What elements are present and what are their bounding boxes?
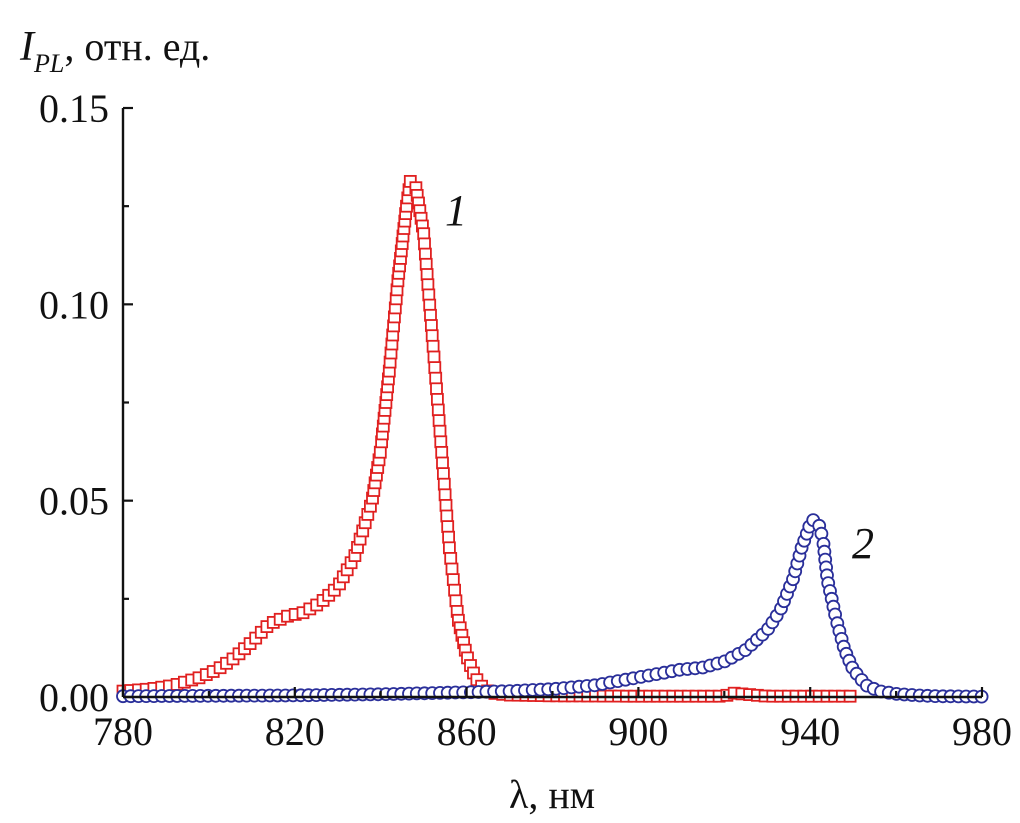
data-point [432,414,446,428]
series-1 [116,174,857,703]
data-point [426,339,440,353]
x-tick-label: 940 [780,709,840,754]
data-point [433,424,447,438]
x-tick-label: 900 [608,709,668,754]
data-point [430,392,444,406]
y-tick-label: 0.15 [39,86,109,131]
data-point [435,445,449,459]
x-tick-label: 780 [93,709,153,754]
data-point [428,361,442,375]
data-point [373,445,387,459]
data-point [434,435,448,449]
data-point [425,329,439,343]
data-point [441,520,455,533]
x-tick-label: 980 [952,709,1012,754]
data-point [439,498,453,512]
data-point [442,541,456,555]
series-label-1: 1 [445,186,467,235]
y-axis-title-sub: PL [33,49,64,78]
y-tick-label: 0.00 [39,675,109,720]
data-point [436,456,449,470]
y-axis-title-main: I [19,24,36,70]
data-point [440,509,454,523]
data-point [449,594,463,608]
x-tick-label: 820 [265,709,325,754]
data-point [446,573,460,586]
data-point [442,530,456,544]
x-axis-title: λ, нм [509,772,595,817]
y-axis-title-rest: , отн. ед. [64,24,210,69]
y-tick-label: 0.10 [39,282,109,327]
data-point [445,562,459,576]
data-point [438,488,452,502]
x-tick-label: 860 [437,709,497,754]
series-line [122,177,854,698]
y-tick-label: 0.05 [39,479,109,524]
data-point [437,477,451,491]
data-point [436,467,450,481]
data-point [444,552,458,565]
data-point [431,403,445,417]
data-point [448,583,462,597]
series-layer [116,174,989,704]
plot-area: 780 820 860 900 940 980 0.00 0.05 0.10 0.15 [39,86,1012,754]
tick-layer: 780 820 860 900 940 980 0.00 0.05 0.10 0.15 [39,86,1012,754]
data-point [429,371,443,385]
series-label-2: 2 [852,519,874,568]
data-point [427,350,441,364]
y-axis-title: IPL, отн. ед. [19,24,210,78]
data-point [430,382,443,396]
